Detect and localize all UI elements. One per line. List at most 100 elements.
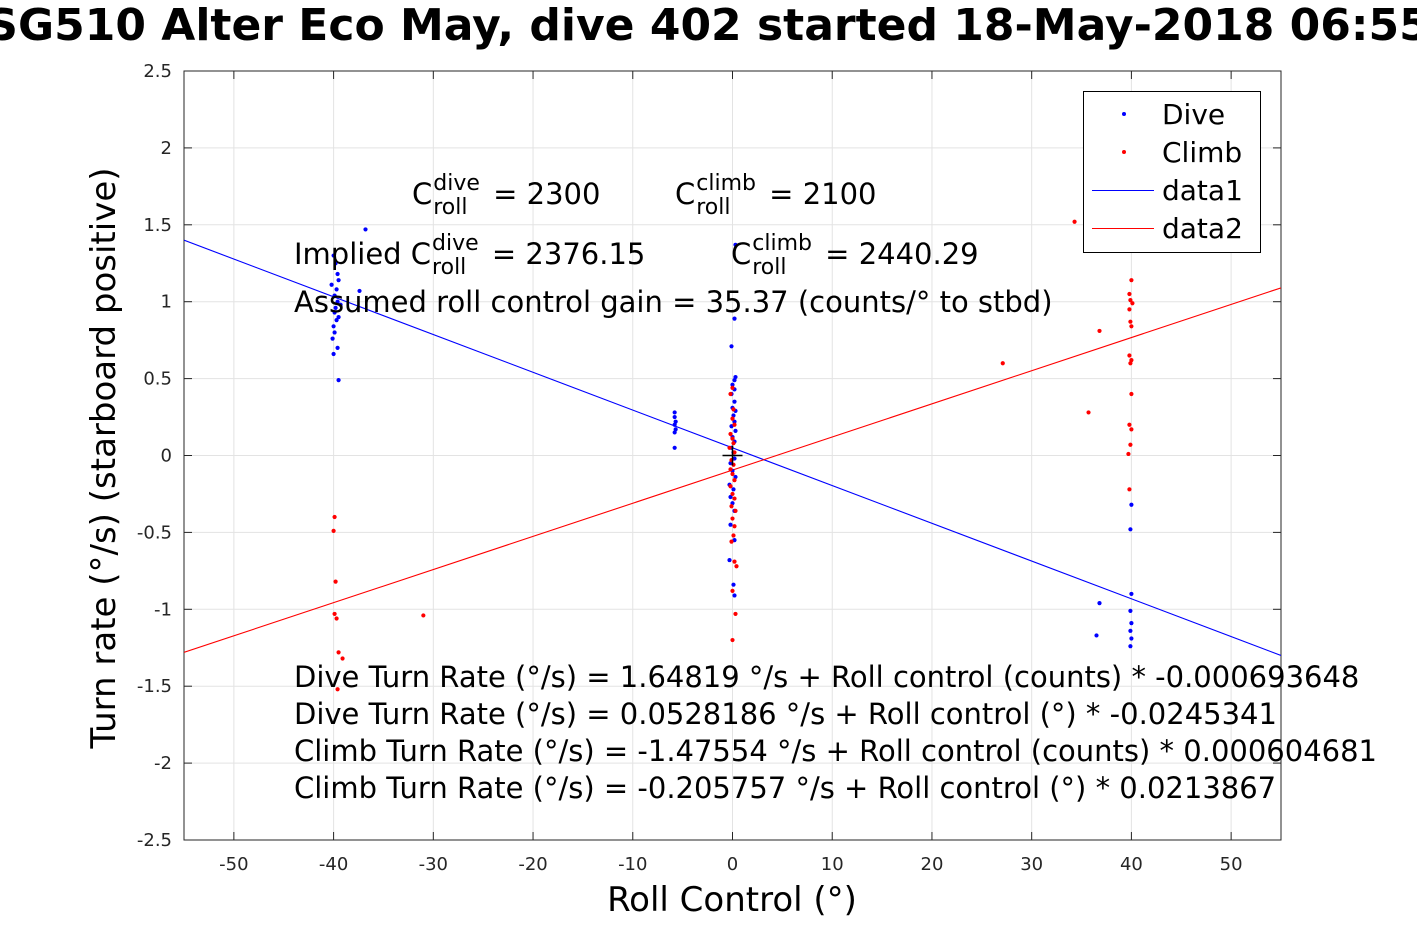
y-tick-label: -1 bbox=[154, 599, 172, 620]
dive-point bbox=[1097, 601, 1102, 606]
gain-annotation: Assumed roll control gain = 35.37 (count… bbox=[294, 285, 1053, 319]
climb-point bbox=[1127, 422, 1132, 427]
dive-point bbox=[332, 330, 337, 335]
climb-point bbox=[730, 436, 735, 441]
dive-point bbox=[331, 253, 336, 258]
climb-point bbox=[728, 484, 733, 489]
dive-point bbox=[732, 378, 737, 383]
legend-dive-marker bbox=[1122, 112, 1126, 116]
dive-point bbox=[727, 557, 732, 563]
climb-point bbox=[334, 616, 339, 621]
x-tick-label: 0 bbox=[727, 854, 738, 875]
sub-roll: roll bbox=[752, 255, 787, 280]
climb-point bbox=[732, 559, 737, 564]
dive-point bbox=[357, 288, 362, 294]
climb-point bbox=[1072, 219, 1077, 224]
c-letter: C bbox=[675, 177, 696, 211]
dive-point bbox=[335, 271, 340, 277]
legend-data1-label: data1 bbox=[1162, 174, 1243, 207]
climb-point bbox=[731, 441, 736, 446]
climb-point bbox=[731, 533, 736, 538]
y-tick-label: 0.5 bbox=[143, 369, 172, 390]
equation-dive-degrees: Dive Turn Rate (°/s) = 0.0528186 °/s + R… bbox=[294, 697, 1277, 731]
climb-point bbox=[1126, 451, 1131, 457]
climb-point bbox=[1128, 442, 1133, 447]
climb-point bbox=[730, 416, 735, 421]
y-axis-label: Turn rate (°/s) (starboard positive) bbox=[84, 167, 124, 749]
dive-point bbox=[332, 293, 337, 298]
climb-point bbox=[1127, 291, 1132, 297]
x-axis-label: Roll Control (°) bbox=[607, 880, 857, 920]
dive-point bbox=[334, 287, 339, 292]
dive-point bbox=[335, 345, 340, 350]
legend-item-dive: Dive bbox=[1084, 96, 1260, 132]
climb-point bbox=[1097, 328, 1102, 334]
y-tick-label: 2 bbox=[161, 138, 172, 159]
dive-point bbox=[672, 430, 677, 435]
data-points bbox=[329, 219, 1135, 692]
dive-point bbox=[331, 324, 336, 329]
dive-point bbox=[336, 378, 341, 383]
climb-point bbox=[729, 504, 734, 509]
climb-point bbox=[733, 611, 738, 617]
x-tick-label: -20 bbox=[518, 854, 547, 875]
climb-point bbox=[1129, 391, 1134, 397]
c-letter: C bbox=[412, 177, 433, 211]
legend-dive-label: Dive bbox=[1162, 98, 1226, 131]
legend: Dive Climb data1 data2 bbox=[1083, 91, 1261, 253]
climb-point bbox=[732, 450, 737, 455]
equation-dive-counts: Dive Turn Rate (°/s) = 1.64819 °/s + Rol… bbox=[294, 660, 1360, 694]
climb-point bbox=[728, 467, 733, 472]
climb-point bbox=[1129, 278, 1134, 283]
legend-climb-marker bbox=[1122, 150, 1126, 154]
y-tick-label: -0.5 bbox=[137, 522, 172, 543]
climb-point bbox=[733, 508, 738, 513]
sub-roll: roll bbox=[696, 195, 731, 220]
dive-point bbox=[363, 227, 368, 232]
dive-point bbox=[333, 261, 338, 266]
sup-climb: climb bbox=[696, 171, 756, 196]
y-tick-label: -1.5 bbox=[137, 676, 172, 697]
x-tick-label: -30 bbox=[419, 854, 448, 875]
dive-point bbox=[733, 428, 738, 433]
dive-point bbox=[1128, 628, 1133, 633]
y-tick-label: 0 bbox=[161, 446, 172, 467]
axes-box bbox=[183, 70, 1282, 841]
legend-data2-label: data2 bbox=[1162, 212, 1243, 245]
sup-dive: dive bbox=[433, 171, 480, 196]
dive-point bbox=[728, 522, 733, 527]
c-letter: C bbox=[410, 237, 432, 271]
sub-roll: roll bbox=[433, 195, 468, 220]
chart-title: SG510 Alter Eco May, dive 402 started 18… bbox=[0, 0, 1417, 51]
dive-point bbox=[333, 305, 338, 310]
climb-point bbox=[1128, 361, 1133, 366]
x-tick-label: 10 bbox=[821, 854, 844, 875]
c-letter: C bbox=[731, 237, 752, 271]
sup-climb: climb bbox=[752, 231, 812, 256]
climb-point bbox=[727, 445, 732, 450]
c-dive-value: = 2300 bbox=[483, 177, 601, 211]
dive-point bbox=[1128, 527, 1133, 532]
climb-point bbox=[731, 407, 736, 412]
dive-point bbox=[729, 344, 734, 349]
x-tick-label: 50 bbox=[1220, 854, 1243, 875]
climb-point bbox=[730, 516, 735, 521]
dive-point bbox=[672, 445, 677, 450]
dive-point bbox=[330, 336, 335, 341]
legend-item-climb: Climb bbox=[1084, 134, 1260, 170]
dive-point bbox=[336, 314, 341, 320]
climb-point bbox=[730, 385, 735, 390]
dive-point bbox=[332, 310, 337, 315]
climb-point bbox=[332, 514, 337, 520]
dive-point bbox=[1129, 591, 1134, 597]
dive-point bbox=[1128, 608, 1133, 613]
climb-point bbox=[421, 613, 426, 618]
climb-point bbox=[332, 611, 337, 617]
x-tick-label: -40 bbox=[319, 854, 348, 875]
dive-point bbox=[331, 351, 336, 357]
y-tick-label: 1.5 bbox=[143, 215, 172, 236]
implied-prefix: Implied bbox=[294, 237, 411, 271]
dive-point bbox=[1129, 502, 1134, 507]
equation-climb-degrees: Climb Turn Rate (°/s) = -0.205757 °/s + … bbox=[294, 771, 1277, 805]
